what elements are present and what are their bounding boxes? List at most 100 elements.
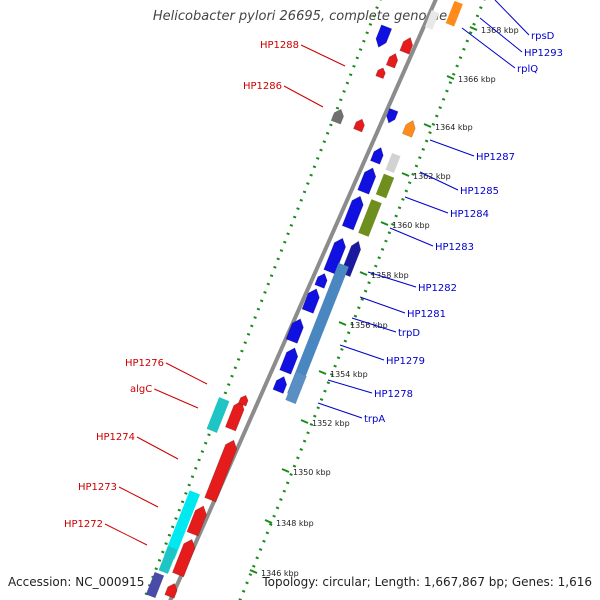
scale-tick: [380, 221, 389, 226]
scale-tick: [446, 75, 455, 80]
gene-label-forward: HP1286: [243, 81, 282, 92]
gene-label-reverse: HP1285: [460, 186, 499, 197]
gene-arrow-blue: [314, 273, 328, 289]
scale-tick: [318, 370, 327, 375]
label-connector: [317, 402, 363, 419]
label-connector: [300, 44, 346, 67]
gene-arrow-red: [375, 67, 386, 80]
scale-label: 1368 kbp: [481, 26, 519, 35]
scale-tick: [264, 519, 273, 524]
gene-arrow-red: [224, 400, 245, 432]
scale-tick: [401, 172, 410, 177]
gene-arrow-blue: [272, 376, 288, 394]
scale-label: 1364 kbp: [435, 123, 473, 132]
gene-arrow-blue: [370, 147, 384, 165]
label-connector: [359, 296, 406, 314]
label-connector: [327, 379, 373, 394]
scale-label: 1362 kbp: [413, 172, 451, 181]
gene-arrow-red: [238, 394, 249, 407]
gene-block-navy: [145, 572, 165, 598]
label-connector: [104, 523, 148, 546]
gene-arrow-red: [385, 53, 399, 69]
scale-tick: [469, 26, 478, 31]
gene-block-light: [385, 152, 401, 174]
scale-label: 1352 kbp: [312, 419, 350, 428]
scale-label: 1348 kbp: [276, 519, 314, 528]
map-title: Helicobacter pylori 26695, complete geno…: [152, 9, 448, 24]
scale-label: 1366 kbp: [458, 75, 496, 84]
gene-label-reverse: trpA: [364, 414, 385, 425]
gene-block-orange: [402, 120, 416, 138]
gene-arrow-grey: [330, 108, 344, 125]
gene-label-reverse: HP1282: [418, 283, 457, 294]
scale-tick: [359, 271, 368, 276]
gene-arrow-blue: [357, 167, 377, 195]
genome-summary-text: Topology: circular; Length: 1,667,867 bp…: [262, 575, 592, 589]
label-connector: [118, 486, 159, 508]
scale-tick: [281, 468, 290, 473]
gene-block-light: [424, 10, 440, 30]
label-connector: [494, 0, 530, 36]
label-connector: [136, 436, 179, 460]
gene-label-forward: HP1288: [260, 40, 299, 51]
gene-arrow-blue: [285, 318, 304, 344]
gene-arrow-red: [164, 583, 178, 599]
label-connector: [154, 388, 199, 409]
gene-block-steel: [287, 262, 349, 398]
label-connector: [351, 317, 397, 333]
gene-block-cyan: [158, 546, 178, 574]
label-connector: [367, 271, 417, 288]
scale-label: 1350 kbp: [293, 468, 331, 477]
accession-text: Accession: NC_000915: [8, 575, 145, 589]
gene-block-olive: [358, 199, 382, 237]
label-connector: [339, 344, 385, 361]
gene-arrow-blue: [375, 24, 393, 48]
scale-tick: [300, 419, 309, 424]
label-connector: [165, 362, 208, 385]
scale-tick: [423, 123, 432, 128]
dotted-track-right: [238, 0, 486, 600]
gene-arrow-red: [172, 538, 196, 578]
gene-label-reverse: trpD: [398, 328, 420, 339]
gene-arrow-blue: [386, 107, 399, 124]
gene-label-reverse: rpsD: [531, 31, 555, 42]
gene-label-reverse: HP1293: [524, 48, 563, 59]
scale-tick: [249, 569, 258, 574]
gene-label-forward: HP1273: [78, 482, 117, 493]
scale-label: 1346 kbp: [261, 569, 299, 578]
gene-arrow-red: [186, 505, 207, 537]
gene-arrow-blue: [301, 288, 320, 314]
gene-arrow-blue: [341, 195, 364, 231]
gene-label-reverse: HP1281: [407, 309, 446, 320]
scale-label: 1358 kbp: [371, 271, 409, 280]
gene-arrow-red: [353, 118, 365, 133]
gene-label-reverse: HP1279: [386, 356, 425, 367]
gene-arrow-red: [399, 37, 413, 55]
gene-label-forward: HP1274: [96, 432, 135, 443]
label-connector: [389, 227, 434, 247]
scale-label: 1356 kbp: [350, 321, 388, 330]
gene-arrow-blue: [279, 347, 299, 375]
gene-arrow-red: [204, 439, 238, 503]
label-connector: [429, 139, 475, 157]
gene-block-cyan: [164, 490, 200, 560]
gene-arrow-blue: [323, 237, 346, 275]
label-connector: [419, 171, 459, 191]
scale-label: 1360 kbp: [392, 221, 430, 230]
gene-label-reverse: HP1283: [435, 242, 474, 253]
scale-label: 1354 kbp: [330, 370, 368, 379]
genome-backbone: [168, 0, 438, 600]
label-connector: [283, 85, 324, 108]
gene-label-forward: algC: [130, 384, 152, 395]
label-connector: [479, 17, 523, 53]
gene-label-reverse: HP1287: [476, 152, 515, 163]
gene-label-forward: HP1276: [125, 358, 164, 369]
label-connector: [461, 27, 516, 69]
scale-tick: [338, 321, 347, 326]
gene-label-forward: HP1272: [64, 519, 103, 530]
gene-block-cyan: [206, 397, 230, 433]
gene-block-orange: [445, 0, 463, 27]
dotted-track-left: [142, 0, 382, 600]
gene-label-reverse: HP1278: [374, 389, 413, 400]
